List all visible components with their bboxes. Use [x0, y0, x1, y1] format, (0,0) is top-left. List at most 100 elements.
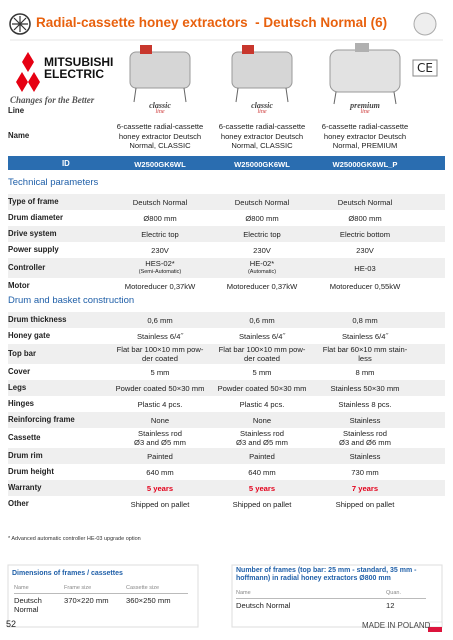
cell: Flat bar 100×10 mm pow-der coated — [212, 345, 312, 363]
product-image — [231, 45, 293, 103]
row-label: Motor — [8, 281, 30, 290]
row-label: Reinforcing frame — [8, 415, 75, 424]
line-badge-text: line — [360, 109, 370, 115]
cell-line: Stainless rod — [343, 429, 387, 438]
cell-line: der coated — [142, 354, 178, 363]
cell-line: (Semi-Automatic) — [138, 269, 182, 275]
header-icon — [9, 13, 31, 35]
cell: 0,6 mm — [147, 315, 173, 325]
table-rule — [14, 593, 188, 594]
cell: 5 years — [248, 483, 276, 493]
brand-mark — [16, 52, 40, 92]
table-cell: Deutsch Normal — [236, 601, 291, 610]
cell: Painted — [147, 451, 173, 461]
box-title: Number of frames (top bar: 25 mm - stand… — [236, 567, 417, 582]
brand-slogan: Changes for the Better — [10, 95, 95, 105]
ce-badge — [412, 59, 438, 77]
cell: Deutsch Normal — [234, 197, 290, 207]
row-label: Warranty — [8, 483, 42, 492]
brand-line: MITSUBISHI — [44, 55, 114, 69]
row-band — [8, 448, 445, 464]
cell: 230V — [253, 245, 271, 255]
cell: Stainless 6/4˝ — [238, 331, 285, 341]
line-badge-text: line — [155, 109, 165, 115]
line-badge: premium line — [335, 102, 395, 116]
cell: 5 mm — [252, 367, 272, 377]
cell: Shipped on pallet — [130, 499, 190, 509]
cell-line: Ø3 and Ø6 mm — [339, 438, 391, 447]
cell: Stainless — [349, 451, 381, 461]
cell: Flat bar 100×10 mm pow-der coated — [110, 345, 210, 363]
row-label: Drum rim — [8, 451, 43, 460]
row-label: Other — [8, 499, 29, 508]
cell: Deutsch Normal — [337, 197, 393, 207]
cell: Stainless 6/4˝ — [136, 331, 183, 341]
line-badge: classic line — [232, 102, 292, 116]
section-heading: Drum and basket construction — [8, 295, 135, 306]
table-header: Frame size — [64, 585, 92, 591]
row-band — [8, 412, 445, 428]
cell: Stainless — [349, 415, 381, 425]
row-label: Top bar — [8, 349, 37, 358]
cell-line: HE-02* — [249, 259, 275, 268]
row-label: Name — [8, 131, 30, 140]
cell-line: Flat bar 60×10 mm stain- — [322, 345, 408, 354]
row-band — [8, 380, 445, 396]
box-title: Dimensions of frames / cassettes — [12, 570, 123, 577]
page-number: 52 — [6, 619, 17, 629]
line-badge: classic line — [130, 102, 190, 116]
cell: Ø800 mm — [143, 213, 177, 223]
cell: Motoreducer 0,37kW — [124, 281, 196, 291]
cell-line: Flat bar 100×10 mm pow- — [218, 345, 306, 354]
cell: 7 years — [351, 483, 379, 493]
product-image — [329, 43, 401, 105]
table-header: Name — [14, 585, 29, 591]
cell: Flat bar 60×10 mm stain-less — [315, 345, 415, 363]
id-value: W25000GK6WL_P — [332, 159, 398, 169]
cell: Shipped on pallet — [335, 499, 395, 509]
row-label: Line — [8, 106, 25, 115]
made-in: MADE IN POLAND — [362, 621, 431, 630]
id-label: ID — [62, 159, 70, 168]
cell: Powder coated 50×30 mm — [115, 383, 205, 393]
cell-line: Flat bar 100×10 mm pow- — [116, 345, 204, 354]
cell: Shipped on pallet — [232, 499, 292, 509]
cell: Stainless 8 pcs. — [338, 399, 392, 409]
cell: HE-02* (Automatic) — [212, 259, 312, 276]
row-label: Drive system — [8, 229, 57, 238]
row-band — [8, 480, 445, 496]
cell: Stainless 6/4˝ — [341, 331, 388, 341]
cell: HES-02* (Semi-Automatic) — [110, 259, 210, 276]
cell: 8 mm — [355, 367, 375, 377]
ce-mark: CE — [417, 61, 433, 75]
cell: Plastic 4 pcs. — [239, 399, 285, 409]
cell: 230V — [151, 245, 169, 255]
cell: Powder coated 50×30 mm — [217, 383, 307, 393]
badge — [413, 12, 437, 36]
row-label: Legs — [8, 383, 27, 392]
id-value: W2500GK6WL — [134, 159, 186, 169]
row-label: Drum height — [8, 467, 54, 476]
cell: Ø800 mm — [348, 213, 382, 223]
cell: Stainless rod Ø3 and Ø5 mm — [110, 429, 210, 447]
line-badge-text: classic — [251, 101, 273, 110]
cell: Stainless 50×30 mm — [330, 383, 400, 393]
frames-box — [231, 564, 443, 628]
row-label: Power supply — [8, 245, 59, 254]
table-header: Name — [236, 590, 251, 596]
table-header: Quan. — [386, 590, 401, 596]
row-label: Cover — [8, 367, 31, 376]
footnote: * Advanced automatic controller HE-03 up… — [8, 536, 141, 542]
table-cell: 360×250 mm — [126, 596, 171, 605]
id-bar — [8, 156, 445, 170]
brand-line: ELECTRIC — [44, 67, 104, 81]
table-cell: Deutsch Normal — [14, 596, 42, 614]
section-heading: Technical parameters — [8, 177, 99, 188]
row-label: Controller — [8, 263, 46, 272]
cell: Electric bottom — [339, 229, 391, 239]
cell: 730 mm — [351, 467, 379, 477]
row-band — [8, 226, 445, 242]
frames: Number of frames (top bar: 25 mm - stand… — [236, 567, 436, 583]
